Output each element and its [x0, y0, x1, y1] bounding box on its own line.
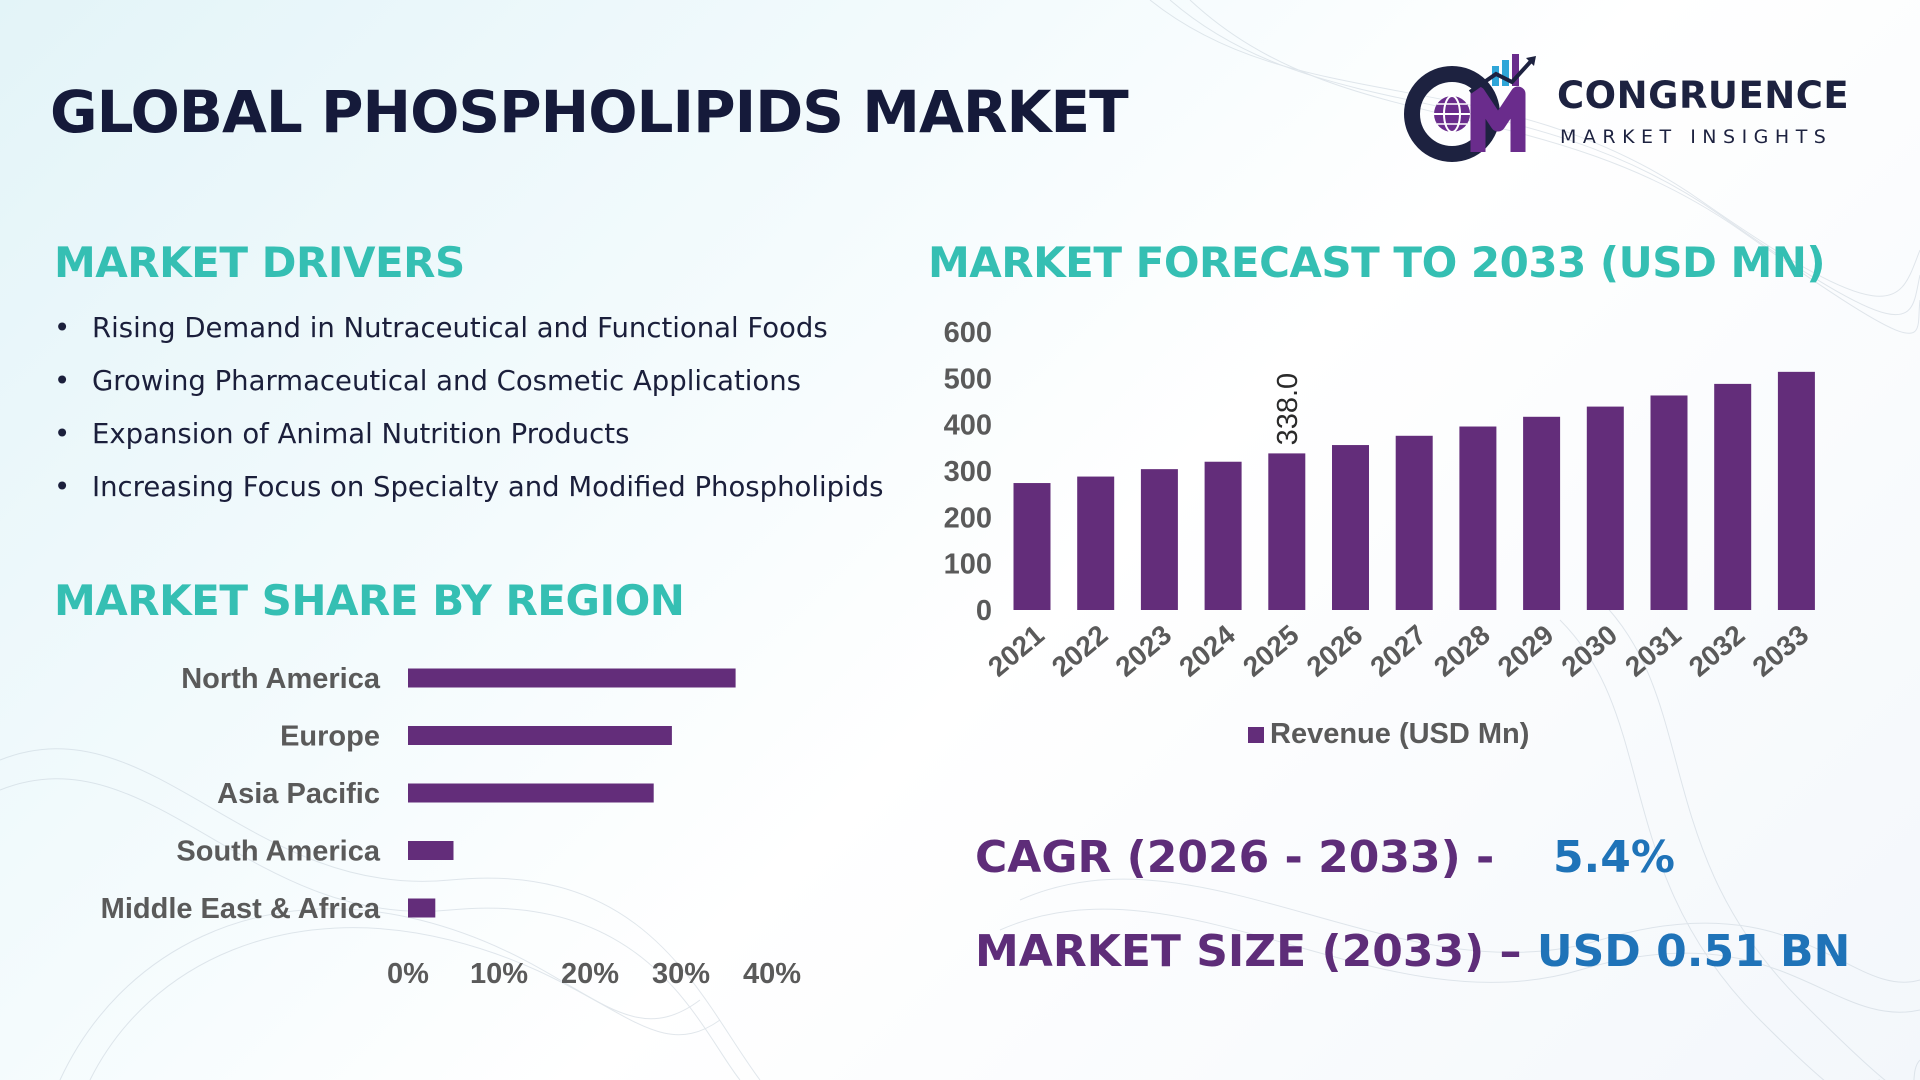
forecast-bar: [1650, 395, 1688, 610]
forecast-bar: [1395, 435, 1433, 610]
brand-logo: CONGRUENCE MARKET INSIGHTS: [1400, 52, 1880, 162]
forecast-x-label: 2033: [1747, 619, 1815, 683]
forecast-bar: [1714, 383, 1752, 610]
page-title: GLOBAL PHOSPHOLIPIDS MARKET: [50, 78, 1129, 146]
forecast-bar: [1459, 426, 1497, 610]
revenue-forecast-chart: 0 100 200 300 400 500 600 20212022202320242025…: [944, 317, 1815, 750]
driver-item: Increasing Focus on Specialty and Modifi…: [54, 461, 926, 514]
forecast-x-label: 2022: [1046, 619, 1114, 683]
region-axis-tick: 20%: [561, 958, 619, 990]
forecast-y-tick: 500: [944, 363, 992, 395]
forecast-x-label: 2032: [1683, 619, 1751, 683]
region-category-label: Middle East & Africa: [101, 893, 381, 925]
driver-item: Rising Demand in Nutraceutical and Funct…: [54, 302, 926, 355]
forecast-y-tick: 200: [944, 502, 992, 534]
region-category-label: North America: [181, 663, 381, 695]
legend-label: Revenue (USD Mn): [1270, 718, 1529, 750]
forecast-bar: [1268, 453, 1306, 610]
globe-chart-logo-icon: [1404, 54, 1536, 162]
forecast-bar: [1140, 469, 1178, 610]
forecast-x-label: 2024: [1173, 619, 1241, 683]
legend-swatch: [1248, 727, 1264, 743]
market-share-by-region-title: MARKET SHARE BY REGION: [54, 576, 685, 625]
forecast-bar: [1332, 445, 1369, 610]
market-size-label: MARKET SIZE (2033) –: [975, 926, 1522, 977]
cagr-stat: CAGR (2026 - 2033) - 5.4%: [975, 832, 1675, 883]
region-category-label: Asia Pacific: [217, 778, 380, 810]
forecast-x-label: 2025: [1237, 619, 1305, 683]
forecast-x-label: 2030: [1556, 619, 1624, 683]
cagr-value: 5.4%: [1552, 832, 1675, 883]
forecast-x-label: 2029: [1492, 619, 1560, 683]
forecast-x-label: 2021: [982, 619, 1050, 683]
driver-item: Expansion of Animal Nutrition Products: [54, 408, 926, 461]
forecast-y-tick: 100: [944, 549, 992, 581]
market-forecast-title: MARKET FORECAST TO 2033 (USD MN): [928, 238, 1826, 287]
forecast-y-tick: 600: [944, 317, 992, 349]
logo-company-name: CONGRUENCE: [1557, 74, 1850, 117]
forecast-bar: [1077, 476, 1115, 610]
forecast-x-label: 2027: [1364, 619, 1432, 683]
region-axis-tick: 0%: [387, 958, 429, 990]
forecast-y-tick: 400: [944, 410, 992, 442]
forecast-x-label: 2031: [1619, 619, 1687, 683]
logo-tagline: MARKET INSIGHTS: [1560, 126, 1833, 148]
region-bar: [408, 898, 436, 918]
market-size-stat: MARKET SIZE (2033) – USD 0.51 BN: [975, 926, 1850, 977]
region-bar: [408, 841, 454, 860]
forecast-x-label: 2028: [1428, 619, 1496, 683]
region-bar: [408, 668, 736, 688]
forecast-x-label: 2023: [1110, 619, 1178, 683]
region-axis-tick: 30%: [652, 958, 710, 990]
region-category-label: South America: [176, 836, 380, 868]
forecast-bar: [1013, 483, 1051, 610]
region-share-chart: North America Europe Asia Pacific South Ame…: [101, 663, 802, 990]
region-bar: [408, 783, 654, 803]
market-drivers-list: Rising Demand in Nutraceutical and Funct…: [54, 302, 926, 514]
region-axis-tick: 10%: [470, 958, 528, 990]
market-size-value: USD 0.51 BN: [1536, 926, 1851, 977]
forecast-y-tick: 0: [976, 595, 992, 627]
forecast-bar: [1204, 461, 1242, 610]
forecast-bar: [1777, 371, 1815, 610]
region-category-label: Europe: [280, 721, 380, 753]
forecast-data-label: 338.0: [1272, 373, 1304, 446]
forecast-bar: [1523, 416, 1561, 610]
cagr-label: CAGR (2026 - 2033) -: [975, 832, 1495, 883]
forecast-x-label: 2026: [1301, 619, 1369, 683]
forecast-bar: [1586, 406, 1624, 610]
market-drivers-title: MARKET DRIVERS: [54, 238, 465, 287]
forecast-y-tick: 300: [944, 456, 992, 488]
driver-item: Growing Pharmaceutical and Cosmetic Appl…: [54, 355, 926, 408]
region-bar: [408, 726, 672, 745]
region-axis-tick: 40%: [743, 958, 801, 990]
